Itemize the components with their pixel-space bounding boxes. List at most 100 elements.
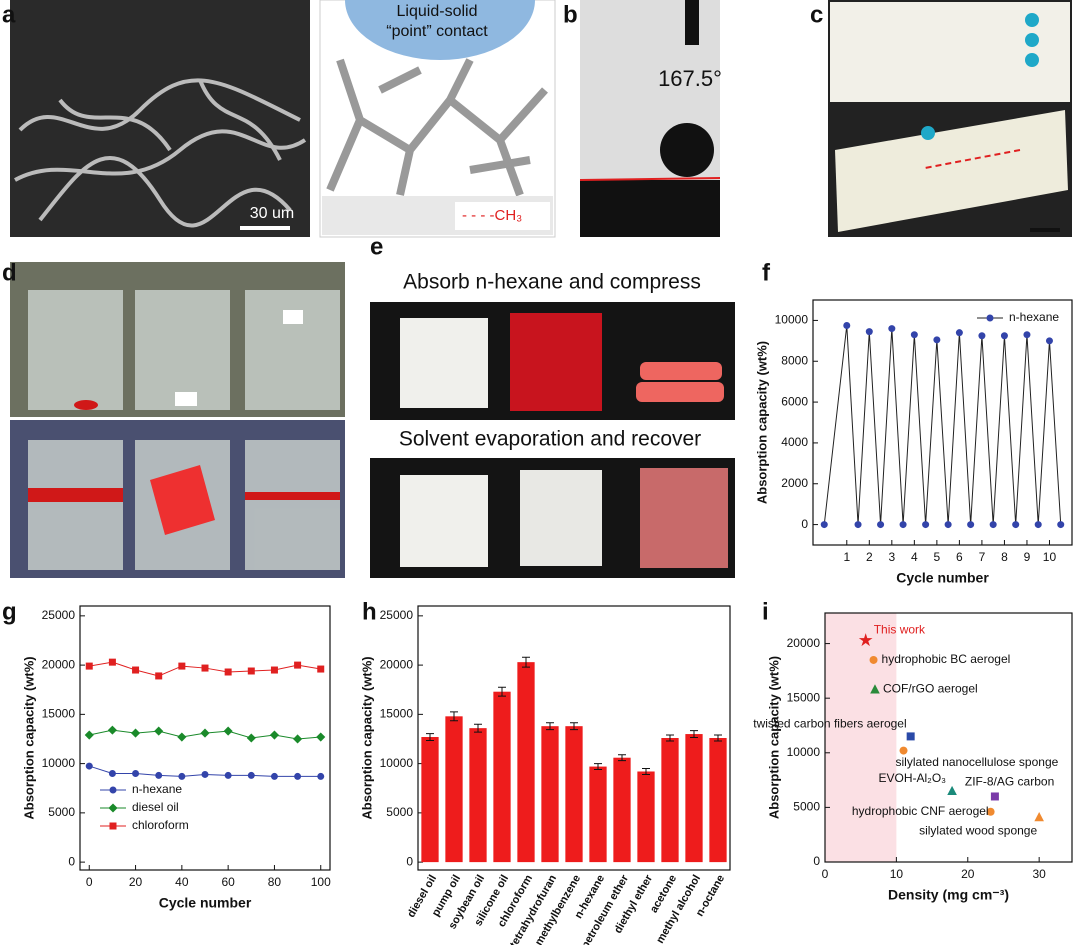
- sponge: [400, 318, 488, 408]
- point-label: hydrophobic CNF aerogel: [852, 804, 989, 818]
- y-tick-label: 5000: [386, 805, 413, 819]
- marker: [85, 662, 93, 670]
- marker: [1012, 521, 1020, 529]
- marker: [107, 725, 117, 735]
- droplet: [1025, 13, 1039, 27]
- marker: [317, 772, 325, 780]
- y-tick-label: 15000: [42, 707, 76, 721]
- bar: [589, 766, 607, 863]
- marker: [131, 728, 141, 738]
- marker: [109, 822, 117, 830]
- marker: [294, 661, 302, 669]
- marker: [108, 769, 116, 777]
- bar: [661, 738, 679, 863]
- marker: [820, 521, 828, 529]
- error-bar: [618, 754, 626, 762]
- x-tick-label: 80: [268, 875, 282, 889]
- x-tick-label: 7: [979, 550, 986, 564]
- marker: [1034, 521, 1042, 529]
- marker: [270, 666, 278, 674]
- panel-letter: a: [2, 1, 16, 28]
- bar: [469, 728, 487, 863]
- error-bar: [498, 686, 506, 697]
- marker: [906, 732, 915, 741]
- marker: [200, 728, 210, 738]
- panel-letter: e: [370, 233, 383, 260]
- bar: [445, 716, 463, 863]
- bar: [493, 691, 511, 863]
- marker: [247, 667, 255, 675]
- point-label: twisted carbon fibers aerogel: [753, 717, 906, 731]
- point-label: silylated wood sponge: [919, 823, 1037, 837]
- droplet: [345, 0, 535, 60]
- marker: [869, 655, 878, 664]
- baseline: [579, 177, 721, 181]
- sponge: [400, 475, 488, 567]
- panel-letter: c: [810, 1, 823, 28]
- y-axis-title: Absorption capacity (wt%): [359, 656, 374, 819]
- y-tick-label: 25000: [42, 608, 76, 622]
- marker: [178, 772, 186, 780]
- marker: [177, 732, 187, 742]
- marker: [1057, 521, 1065, 529]
- x-tick-label: 100: [311, 875, 331, 889]
- marker: [85, 762, 93, 770]
- network: [326, 58, 548, 197]
- y-tick-label: 0: [813, 854, 820, 868]
- legend-label: diesel oil: [132, 800, 179, 814]
- y-tick-label: 5000: [793, 800, 820, 814]
- oil-layer: [28, 488, 123, 502]
- bar: [637, 771, 655, 863]
- marker: [270, 772, 278, 780]
- marker: [224, 771, 232, 779]
- surface: [580, 180, 720, 237]
- error-bar: [570, 722, 578, 731]
- x-tick-label: 30: [1032, 867, 1046, 881]
- sponge: [640, 362, 722, 380]
- y-tick-label: 10000: [380, 756, 414, 770]
- error-bar: [642, 768, 650, 775]
- legend-label: chloroform: [132, 818, 189, 832]
- marker: [843, 322, 851, 330]
- error-bar: [690, 730, 698, 739]
- sponge: [175, 392, 197, 406]
- marker: [955, 329, 963, 337]
- panel-letter: b: [563, 1, 578, 28]
- panel-letter: i: [762, 598, 769, 625]
- x-tick-label: 0: [822, 867, 829, 881]
- marker: [317, 665, 325, 673]
- x-tick-label: 20: [961, 867, 975, 881]
- error-bar: [546, 722, 554, 731]
- axis-frame: [79, 605, 331, 871]
- y-tick-label: 4000: [781, 435, 808, 449]
- panel-letter: f: [762, 259, 771, 286]
- point-label: COF/rGO aerogel: [883, 682, 978, 696]
- marker: [293, 734, 303, 744]
- x-tick-label: 10: [890, 867, 904, 881]
- shaded-region: [825, 613, 897, 862]
- marker: [899, 521, 907, 529]
- y-tick-label: 20000: [787, 636, 821, 650]
- bar: [613, 757, 631, 863]
- point-label: EVOH-Al₂O₃: [879, 771, 947, 785]
- x-tick-label: 3: [888, 550, 895, 564]
- axis-frame: [824, 612, 1073, 863]
- sponge: [640, 468, 728, 568]
- point-label: This work: [874, 622, 926, 636]
- marker: [132, 769, 140, 777]
- sponge: [510, 313, 602, 411]
- x-tick-label: 9: [1024, 550, 1031, 564]
- bar: [421, 737, 439, 863]
- needle: [685, 0, 699, 45]
- x-tick-label: 60: [221, 875, 235, 889]
- marker: [877, 521, 885, 529]
- marker: [910, 331, 918, 339]
- y-tick-label: 15000: [380, 707, 414, 721]
- y-tick-label: 15000: [787, 690, 821, 704]
- marker: [947, 785, 957, 796]
- marker: [870, 684, 880, 694]
- oil-drop: [74, 400, 98, 410]
- x-tick-label: 20: [129, 875, 143, 889]
- marker: [922, 521, 930, 529]
- x-tick-label: 6: [956, 550, 963, 564]
